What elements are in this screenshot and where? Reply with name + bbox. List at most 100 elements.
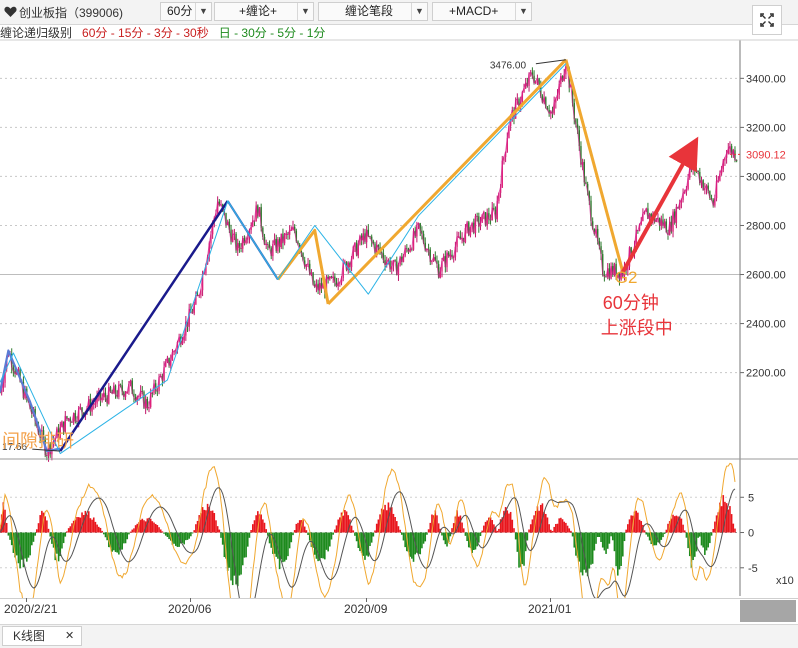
macd-bar (414, 532, 417, 555)
candle-body (588, 191, 591, 201)
x-tick (190, 598, 191, 602)
candle-body (4, 368, 6, 383)
macd-bar (451, 528, 453, 533)
candle-body (568, 67, 570, 88)
candle-body (730, 146, 733, 155)
candle-body (461, 237, 463, 240)
macd-bar (230, 532, 232, 581)
macd-bar (494, 526, 497, 533)
candle-body (566, 66, 569, 68)
candle-body (399, 256, 401, 265)
macd-dea-line (0, 487, 736, 600)
candle-body (134, 397, 137, 401)
chanlun-plus-button[interactable]: +缠论+ ▼ (214, 2, 314, 21)
candle-body (605, 276, 607, 278)
candle-body (287, 233, 289, 235)
segment-bi-blue-2 (226, 200, 279, 281)
candle-body (705, 185, 708, 189)
macd-bar (394, 516, 396, 533)
candle-body (662, 219, 664, 227)
macd-bar (322, 532, 324, 559)
macd-bar (183, 532, 185, 545)
chanlun-bi-button[interactable]: 缠论笔段 ▼ (318, 2, 428, 21)
candle-body (372, 241, 375, 244)
macd-bar (524, 532, 527, 552)
candle-body (454, 246, 457, 258)
macd-bar (493, 524, 495, 533)
candle-body (447, 252, 450, 257)
candle-body (439, 271, 442, 278)
macd-bar (431, 514, 433, 533)
macd-bar (278, 532, 281, 570)
candle-body (612, 266, 614, 275)
candle-body (663, 221, 666, 227)
macd-bar (613, 532, 616, 552)
candle-body (29, 401, 31, 410)
candle-body (322, 282, 324, 289)
candle-body (419, 223, 421, 231)
candle-body (690, 168, 693, 170)
candle-body (364, 233, 366, 243)
macd-bar (427, 529, 430, 533)
macd-bar (506, 510, 509, 533)
macd-bar (511, 519, 514, 533)
x-tick (550, 598, 551, 602)
macd-bar (705, 532, 708, 551)
candle-body (298, 244, 301, 251)
macd-bar (327, 532, 329, 552)
close-icon[interactable]: ✕ (65, 630, 75, 642)
candle-body (600, 246, 602, 255)
macd-bar (41, 510, 43, 533)
candle-body (580, 146, 582, 165)
macd-bar (538, 510, 540, 533)
macd-bar (285, 532, 288, 560)
candle-body (131, 380, 133, 394)
macd-bar (590, 532, 592, 565)
macd-button[interactable]: +MACD+ ▼ (432, 2, 532, 21)
candle-body (280, 233, 282, 248)
macd-bar (292, 532, 294, 536)
macd-bar (615, 532, 617, 567)
candle-body (17, 369, 20, 371)
macd-bar (290, 532, 293, 543)
macd-bar (618, 532, 621, 570)
candle-body (551, 111, 554, 114)
macd-bar (488, 517, 490, 533)
fullscreen-button[interactable] (752, 5, 782, 35)
kline-chart[interactable]: 3476.00 17.66 5 0 -5 x10 2200.00 2400.00 2600.… (0, 0, 798, 600)
candle-body (49, 444, 51, 455)
macd-bar (339, 517, 341, 533)
candle-body (389, 259, 391, 270)
candle-body (0, 388, 3, 393)
candle-body (623, 265, 626, 277)
candle-body (377, 245, 380, 248)
macd-tick-label: -5 (748, 563, 758, 575)
macd-bar (550, 529, 552, 533)
macd-bar (412, 532, 415, 562)
macd-bar (380, 508, 383, 533)
candle-body (72, 413, 75, 423)
macd-bar (267, 532, 269, 536)
candle-body (613, 263, 616, 275)
candle-body (228, 221, 231, 230)
macd-bar (61, 532, 63, 549)
macd-bar (282, 532, 284, 563)
macd-bar (164, 532, 167, 536)
candle-body (596, 228, 599, 242)
macd-bar (384, 504, 386, 533)
period-select[interactable]: 60分 ▼ (160, 2, 212, 21)
candle-body (446, 252, 448, 268)
macd-bar (630, 515, 632, 533)
candle-body (347, 262, 349, 271)
tab-kline[interactable]: K线图 ✕ (2, 626, 82, 646)
macd-bar (571, 532, 574, 537)
candle-body (555, 98, 557, 103)
macd-bar (357, 532, 360, 549)
x-axis-scroll-thumb[interactable] (740, 600, 796, 622)
macd-bar (250, 530, 252, 533)
candle-body (635, 230, 637, 247)
macd-bar (699, 532, 701, 537)
candle-body (546, 107, 549, 111)
candle-body (620, 271, 622, 280)
heart-icon[interactable] (4, 6, 17, 18)
